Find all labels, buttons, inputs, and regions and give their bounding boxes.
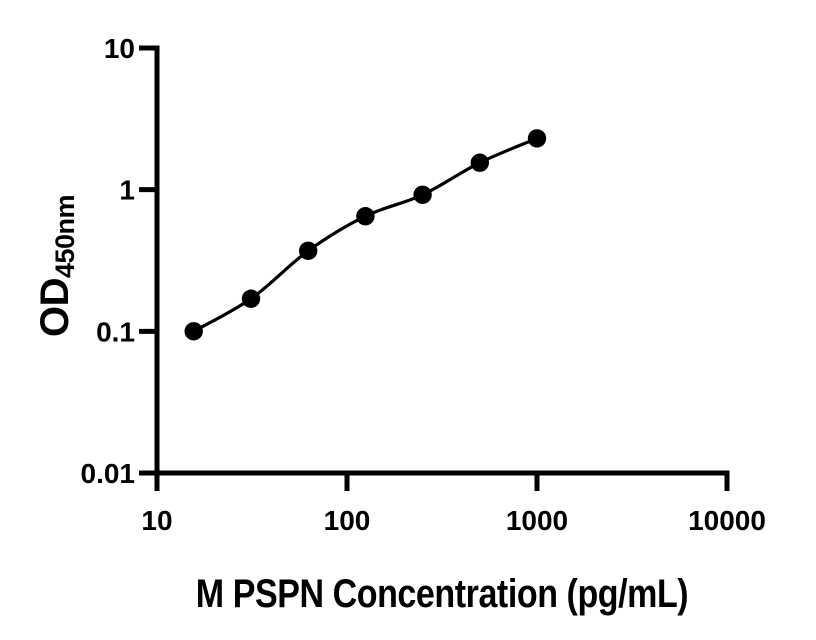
data-point <box>470 153 489 172</box>
y-tick-label: 10 <box>104 33 135 64</box>
data-point <box>241 289 261 308</box>
data-point <box>413 185 432 204</box>
data-point <box>527 129 547 148</box>
x-tick-label: 100 <box>324 505 371 536</box>
data-point <box>356 207 375 226</box>
x-tick-label: 10000 <box>688 505 766 536</box>
x-axis-title: M PSPN Concentration (pg/mL) <box>195 572 689 616</box>
y-axis-title-main: OD <box>33 278 77 338</box>
y-axis-title-subscript: 450nm <box>50 194 80 279</box>
x-tick-label: 1000 <box>506 505 568 536</box>
data-point <box>184 322 203 341</box>
y-tick-label: 0.01 <box>81 458 136 489</box>
y-axis-title: OD450nm <box>33 195 81 337</box>
data-point <box>299 241 318 260</box>
y-tick-label: 0.1 <box>96 316 135 347</box>
x-tick-label: 10 <box>141 505 172 536</box>
y-tick-label: 1 <box>119 175 135 206</box>
